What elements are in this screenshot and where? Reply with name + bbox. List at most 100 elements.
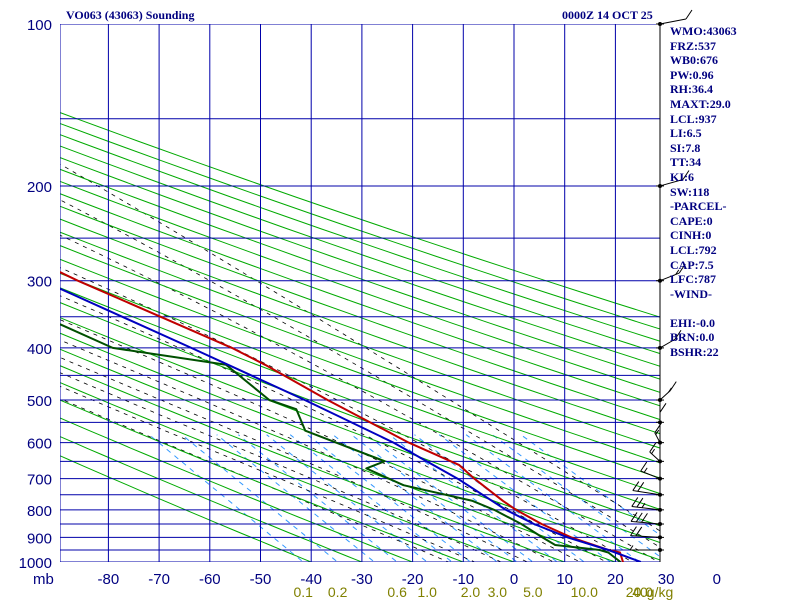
pressure-tick-label: 300 [27,274,52,291]
temperature-tick-label: -50 [250,571,272,588]
index-item: LFC:787 [670,272,716,287]
mixing-ratio-line [388,434,559,562]
temperature-tick-label: -30 [351,571,373,588]
index-item: LCL:792 [670,242,717,257]
wind-barb-flag [659,403,667,413]
wind-barb-dot [658,548,662,553]
index-item: WMO:43063 [670,24,737,38]
dry-adiabat-line [60,317,660,544]
pressure-tick-label: 700 [27,472,52,489]
wind-barb-dot [658,183,662,188]
mixing-ratio-label: 40 [632,584,648,600]
dry-adiabat-line [60,436,364,562]
index-item: WB0:676 [670,53,718,68]
mixing-ratio-label: 2.0 [461,584,481,600]
temperature-pressure-grid [60,24,660,562]
wind-barb-flag [631,497,639,507]
mixing-ratio-lines [148,434,660,562]
observation-datetime: 0000Z 14 OCT 25 [562,8,653,22]
mixing-ratio-line [216,434,376,562]
moist-adiabat-line [60,319,581,562]
temperature-tick-label: -10 [452,571,474,588]
moist-adiabat-line [60,357,529,562]
mixing-ratio-line [237,434,399,562]
pressure-tick-label: 200 [27,179,52,196]
moist-adiabat-line [60,234,660,562]
wind-barb-flag [651,448,656,454]
wind-barbs [629,9,693,562]
wind-barb-flag [640,461,648,472]
dry-adiabat-line [60,205,660,421]
wind-barb-flag [637,482,645,492]
wind-barb-dot [658,535,662,540]
wind-barb-dot [658,398,662,403]
dry-adiabat-line [60,382,516,562]
index-item: LI:6.5 [670,126,702,141]
temperature-tick-label: -40 [300,571,322,588]
index-item: BSHR:22 [670,345,719,360]
dry-adiabat-line [60,272,660,495]
index-item: SW:118 [670,184,710,199]
wind-barb-flag [649,442,657,453]
chart-title: VO063 (43063) Sounding [66,8,195,22]
mixing-ratio-line [181,434,339,562]
wind-barb-flag [655,429,660,435]
mixing-ratio-label: 10.0 [571,584,598,600]
wind-barb-flag [654,423,662,434]
dry-adiabat-line [60,302,660,527]
mixing-ratio-label: 0.6 [387,584,407,600]
pressure-tick-label: 1000 [19,555,52,572]
wind-barb-dot [658,492,662,497]
pressure-tick-label: 800 [27,503,52,520]
index-item: EHI:-0.0 [670,315,715,330]
wind-barb-flag [630,526,637,536]
wind-barb-flag [682,170,690,180]
wind-barb-dot [658,459,662,464]
temperature-tick-label: 0 [510,571,518,588]
dry-adiabat-line [60,112,660,318]
sounding-profiles [60,271,642,562]
temperature-tick-label: -60 [199,571,221,588]
wind-barb-shaft [630,535,661,538]
mixing-ratio-line [492,434,660,558]
mixing-ratio-label: 0.2 [328,584,348,600]
wind-barb-dot [658,278,662,283]
mixing-ratio-line [465,434,641,562]
dry-adiabat-line [60,399,465,562]
moist-adiabat-line [60,267,634,562]
temperature-tick-label: 0 [713,571,721,588]
moist-adiabat-line [60,199,660,548]
dry-adiabat-line [60,168,660,380]
pressure-tick-label: 400 [27,341,52,358]
index-item: SI:7.8 [670,140,701,155]
dry-adiabat-line [60,245,660,464]
mixing-ratio-label: 0.1 [293,584,313,600]
index-item [670,301,737,316]
dewpoint-profile [60,323,622,562]
index-item: CAP:7.5 [670,257,714,272]
index-item: PW:0.96 [670,67,714,82]
dry-adiabat-line [60,258,660,479]
wind-barb-flag [641,502,646,508]
temperature-tick-label: -70 [148,571,170,588]
dry-adiabat-line [60,231,660,449]
parcel-trace [60,287,642,562]
wind-barb-flag [635,512,643,523]
mixing-ratio-line [438,434,612,562]
wind-barb-flag [635,526,643,537]
mixing-ratio-line [148,434,304,562]
index-item: CAPE:0 [670,213,713,228]
mixing-ratio-label: 1.0 [417,584,437,600]
wind-barb-shaft [659,338,676,349]
index-item: -PARCEL- [670,199,727,214]
wind-barb-shaft [640,470,661,480]
dry-adiabat-line [60,287,660,510]
dry-adiabat-lines [60,112,660,562]
wind-barb-flag [675,269,680,275]
index-item: CINH:0 [670,228,712,243]
dry-adiabat-line [60,145,660,355]
wind-barb-dot [658,507,662,512]
wind-barb-flag [674,329,682,340]
